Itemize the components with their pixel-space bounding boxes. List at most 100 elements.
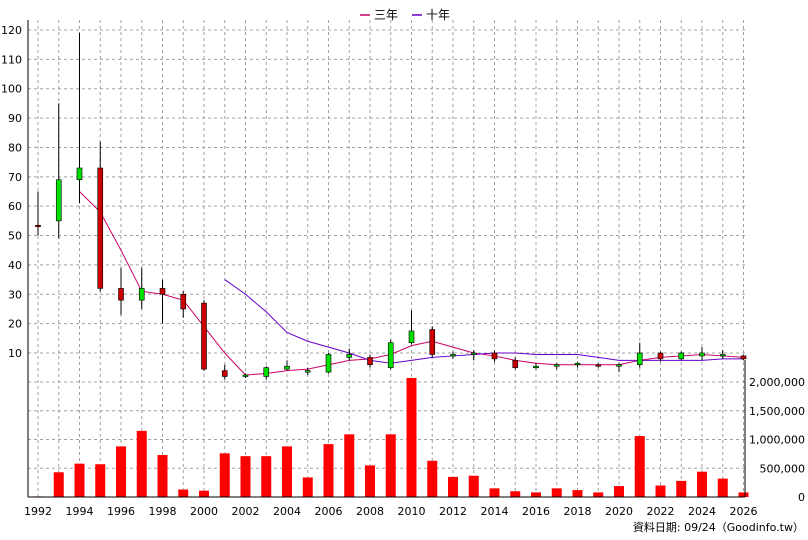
candle-body [699, 352, 705, 357]
legend-label-0: 三年 [374, 8, 398, 22]
price-tick-label: 30 [8, 288, 22, 301]
x-tick-label: 2004 [273, 505, 301, 518]
volume-bar [510, 491, 521, 497]
price-axis-ticks: 10 20 30 40 50 60 70 80 90 100 110 120 [1, 24, 22, 360]
x-tick-label: 2010 [398, 505, 426, 518]
volume-tick-label: 2,000,000 [749, 376, 805, 389]
price-tick-label: 110 [1, 53, 22, 66]
candle-body [574, 362, 581, 366]
volume-bar [219, 453, 230, 497]
x-tick-label: 2016 [522, 505, 550, 518]
x-tick-label: 2026 [730, 505, 758, 518]
price-grid [28, 20, 745, 497]
candle-body [450, 354, 456, 357]
x-tick-label: 2022 [647, 505, 675, 518]
ma3-line [79, 191, 744, 376]
candle-body [180, 293, 187, 310]
price-tick-label: 40 [8, 259, 22, 272]
volume-bar [385, 434, 396, 497]
x-tick-label: 2012 [439, 505, 467, 518]
candle-body [553, 364, 560, 367]
volume-bar [427, 460, 438, 497]
candle-body [263, 367, 270, 377]
x-tick-label: 1994 [66, 505, 94, 518]
candle-body [35, 224, 41, 228]
volume-bar [468, 475, 479, 497]
volume-bar [302, 477, 313, 497]
x-tick-label: 2018 [564, 505, 592, 518]
volume-bar [199, 490, 209, 497]
volume-bar [697, 471, 707, 497]
volume-bar [676, 480, 687, 497]
candle-body [325, 354, 332, 373]
plot-frames [27, 20, 746, 498]
candle-body [367, 357, 373, 366]
volume-bar [593, 492, 604, 497]
price-tick-label: 10 [8, 347, 22, 360]
volume-bar [53, 472, 64, 497]
candle-body [408, 330, 415, 344]
x-axis-ticks: 1992 1994 1996 1998 2000 2002 2004 2006 2008 2010… [24, 505, 758, 518]
candle-body [740, 355, 747, 360]
candle-body [616, 364, 622, 367]
candle-body [138, 288, 145, 301]
volume-bar [95, 464, 106, 497]
price-tick-label: 80 [8, 141, 22, 154]
volume-bar [157, 455, 168, 497]
price-tick-label: 50 [8, 230, 22, 243]
volume-bar [531, 492, 541, 497]
x-tick-label: 1998 [149, 505, 177, 518]
x-tick-label: 2014 [481, 505, 509, 518]
volume-tick-label: 0 [798, 491, 805, 504]
moving-average-lines [79, 191, 744, 376]
volume-bar [572, 490, 583, 497]
candle-body [636, 352, 643, 366]
volume-bar [717, 478, 728, 497]
volume-bar [634, 436, 645, 497]
price-tick-label: 120 [1, 24, 22, 37]
candle-body [595, 364, 602, 367]
volume-bar [178, 489, 189, 497]
candle-body [159, 288, 166, 295]
price-tick-label: 90 [8, 112, 22, 125]
volume-tick-label: 1,000,000 [749, 434, 805, 447]
price-tick-label: 100 [1, 83, 22, 96]
x-tick-label: 1996 [107, 505, 135, 518]
x-tick-label: 2008 [356, 505, 384, 518]
candle-body [657, 352, 664, 360]
candle-body [201, 302, 207, 370]
candle-body [304, 370, 311, 373]
volume-tick-label: 500,000 [760, 462, 806, 475]
candle-body [242, 374, 249, 377]
candle-body [512, 360, 519, 368]
candlesticks [35, 32, 747, 380]
x-tick-label: 1992 [24, 505, 52, 518]
candle-body [346, 354, 353, 358]
candle-body [284, 365, 290, 370]
candle-body [533, 365, 539, 369]
candle-body [678, 352, 685, 360]
candle-body [55, 179, 62, 222]
volume-tick-label: 1,500,000 [749, 405, 805, 418]
volume-bar [489, 488, 500, 497]
volume-bar [282, 446, 292, 497]
volume-bar [240, 456, 251, 497]
volume-bar [116, 446, 126, 497]
volume-bar [448, 476, 458, 497]
volume-bar [323, 444, 334, 497]
legend: 三年 十年 [360, 8, 450, 22]
candle-body [429, 329, 436, 355]
candle-body [470, 352, 477, 355]
price-tick-label: 60 [8, 200, 22, 213]
volume-bar [74, 463, 85, 497]
candle-body [491, 352, 498, 360]
candle-body [76, 167, 83, 181]
x-tick-label: 2020 [605, 505, 633, 518]
candle-body [118, 288, 124, 301]
candle-body [719, 354, 726, 357]
footer-source: 資料日期: 09/24（Goodinfo.tw） [633, 520, 804, 534]
volume-bar [365, 465, 375, 497]
volume-bars [33, 377, 749, 498]
